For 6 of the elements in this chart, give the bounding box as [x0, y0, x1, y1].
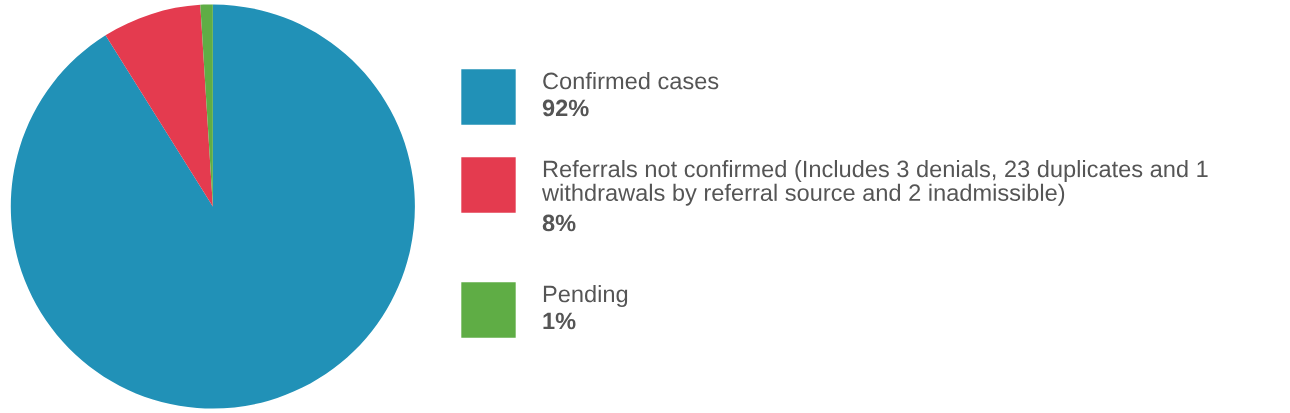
data-label: 1% — [543, 312, 576, 330]
data-label: 8% — [542, 214, 576, 232]
data-label: 92% — [542, 99, 589, 117]
legend-label: Pending — [543, 285, 628, 308]
legend-label: Confirmed cases — [543, 72, 719, 90]
legend-label: Referrals not confirmed (Includes 3 denials, 23 duplicates and 1 withdrawals by referral source and 2 inadmissible) — [541, 160, 1208, 206]
